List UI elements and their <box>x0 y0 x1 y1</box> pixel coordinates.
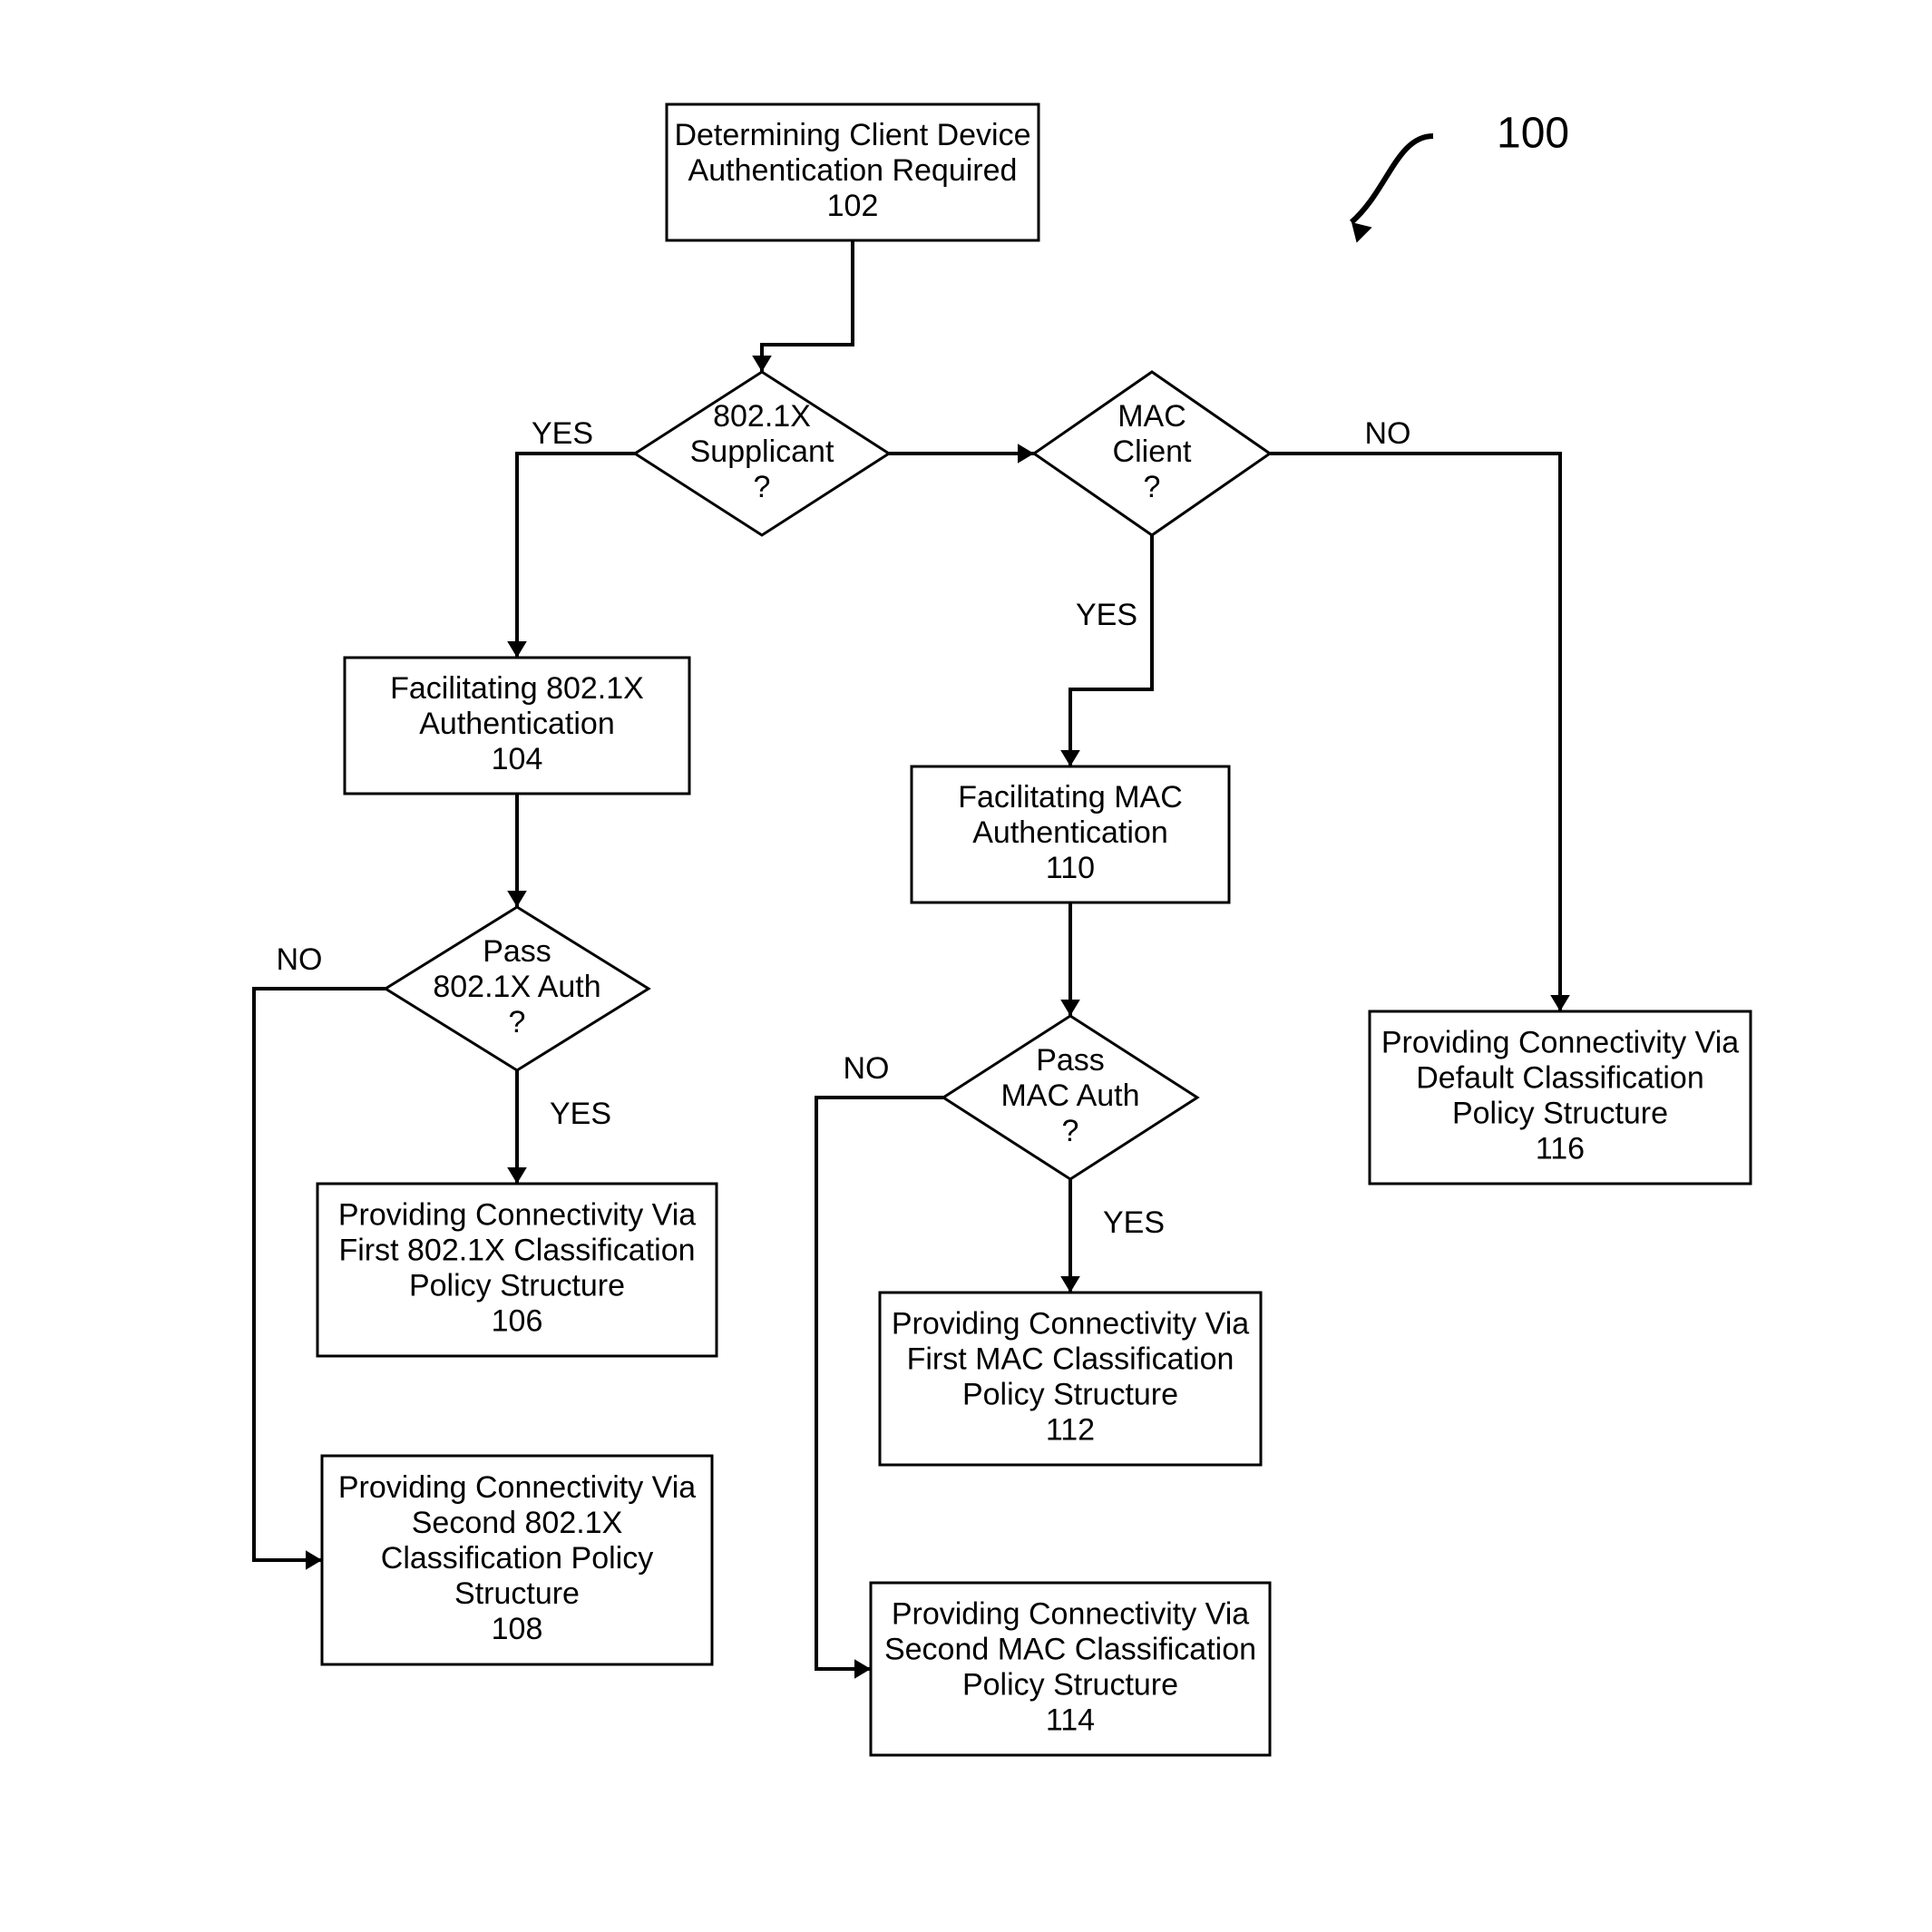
node-label: Policy Structure <box>962 1668 1178 1703</box>
node-label: ? <box>754 470 771 504</box>
node-label: 104 <box>492 742 543 776</box>
node-label: 116 <box>1536 1132 1585 1166</box>
node-label: Policy Structure <box>409 1269 625 1303</box>
edge-label: NO <box>1365 416 1411 451</box>
node-label: Facilitating MAC <box>958 780 1183 815</box>
figure-number: 100 <box>1497 110 1569 158</box>
node-label: Providing Connectivity Via <box>338 1470 696 1505</box>
node-label: MAC Auth <box>1000 1078 1139 1113</box>
node-label: Client <box>1113 434 1192 469</box>
node-label: Providing Connectivity Via <box>338 1197 696 1232</box>
edge-label: NO <box>844 1051 890 1086</box>
node-label: Structure <box>454 1576 580 1611</box>
node-label: Second 802.1X <box>412 1506 623 1540</box>
node-label: Supplicant <box>690 434 834 469</box>
edge-label: YES <box>532 416 593 451</box>
node-label: Determining Client Device <box>674 118 1030 152</box>
node-label: Providing Connectivity Via <box>1381 1025 1739 1059</box>
node-label: Authentication <box>419 707 615 741</box>
node-label: Providing Connectivity Via <box>892 1596 1249 1631</box>
node-label: Authentication Required <box>688 153 1018 188</box>
node-label: ? <box>1062 1114 1079 1148</box>
edge-label: YES <box>550 1097 611 1131</box>
node-label: Pass <box>483 934 551 969</box>
node-label: Classification Policy <box>381 1541 653 1576</box>
node-label: Pass <box>1036 1043 1105 1078</box>
node-label: ? <box>509 1005 526 1039</box>
node-label: 114 <box>1046 1703 1095 1738</box>
node-label: Second MAC Classification <box>884 1632 1256 1666</box>
edge-label: NO <box>277 942 323 977</box>
edge-label: YES <box>1076 598 1137 632</box>
node-label: 802.1X Auth <box>433 970 600 1004</box>
node-label: 102 <box>827 189 879 223</box>
node-label: 106 <box>492 1304 543 1339</box>
node-label: 112 <box>1046 1413 1095 1448</box>
node-label: 802.1X <box>713 399 811 434</box>
node-label: Authentication <box>972 815 1168 850</box>
node-label: First MAC Classification <box>907 1342 1234 1376</box>
node-label: First 802.1X Classification <box>338 1233 695 1267</box>
node-label: Default Classification <box>1416 1060 1703 1095</box>
node-label: Providing Connectivity Via <box>892 1306 1249 1341</box>
node-label: Facilitating 802.1X <box>390 671 644 706</box>
node-label: 108 <box>492 1612 543 1646</box>
node-label: Policy Structure <box>1452 1097 1668 1131</box>
node-label: MAC <box>1117 399 1186 434</box>
node-label: 110 <box>1046 851 1095 885</box>
node-label: ? <box>1144 470 1161 504</box>
node-label: Policy Structure <box>962 1378 1178 1412</box>
edge-label: YES <box>1103 1205 1165 1240</box>
